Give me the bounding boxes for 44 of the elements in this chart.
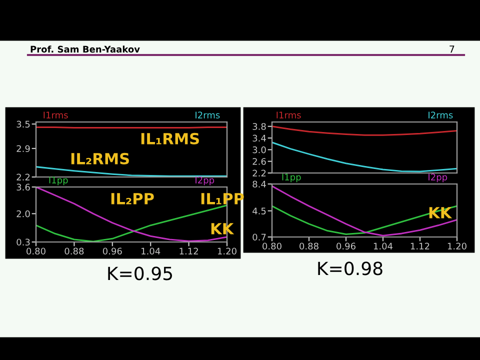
x-tick-label: 0.96: [336, 242, 356, 250]
y-tick-label: 2.6: [252, 158, 266, 165]
x-tick-label: 1.04: [374, 242, 393, 250]
y-tick-label: 3.6: [16, 184, 30, 191]
x-tick-label: 1.20: [448, 242, 466, 250]
y-tick-label: 3.5: [16, 120, 30, 128]
series-label: I1rms: [276, 112, 301, 118]
x-tick-label: 0.96: [102, 248, 122, 255]
line-series: [272, 185, 457, 236]
y-tick-label: 2.2: [16, 174, 30, 180]
y-tick-label: 8.4: [252, 180, 266, 188]
y-tick-label: 2.0: [16, 210, 30, 218]
x-tick-label: 1.04: [142, 248, 160, 255]
text: I2rms: [196, 112, 220, 118]
text: I2pp: [196, 176, 214, 186]
y-tick-label: 2.2: [252, 170, 266, 176]
text: Prof. Sam Ben-Yaakov: [30, 46, 140, 53]
y-tick-label: 4.5: [252, 208, 266, 214]
text: K=0.95: [108, 266, 172, 280]
text: I2rms: [428, 112, 453, 118]
y-tick-label: 0.3: [16, 238, 30, 246]
text: I1pp: [49, 176, 68, 186]
series-label: I1rms: [44, 112, 68, 118]
x-tick-label: 1.20: [218, 248, 236, 255]
y-tick-label: 0.7: [252, 234, 266, 241]
annotation: IL₂PP: [111, 193, 154, 204]
annotation: IL₁RMS: [141, 132, 199, 144]
annotation: IL₂RMS: [71, 152, 129, 164]
text: I2pp: [428, 174, 448, 182]
line-series: [272, 205, 457, 236]
text: K=0.98: [318, 262, 382, 276]
text: I1pp: [282, 174, 301, 182]
y-tick-label: 2.9: [16, 145, 30, 152]
y-tick-label: 3.4: [252, 134, 266, 142]
x-tick-label: 0.88: [64, 248, 84, 255]
x-tick-label: 0.80: [26, 248, 46, 255]
line-series: [272, 126, 457, 136]
x-tick-label: 1.12: [180, 248, 198, 254]
x-tick-label: 1.12: [410, 242, 430, 250]
text: 7: [450, 46, 454, 53]
y-tick-label: 3.8: [252, 123, 266, 130]
x-tick-label: 0.80: [262, 242, 282, 250]
x-tick-label: 0.88: [300, 242, 318, 250]
y-tick-label: 3.0: [252, 146, 266, 154]
